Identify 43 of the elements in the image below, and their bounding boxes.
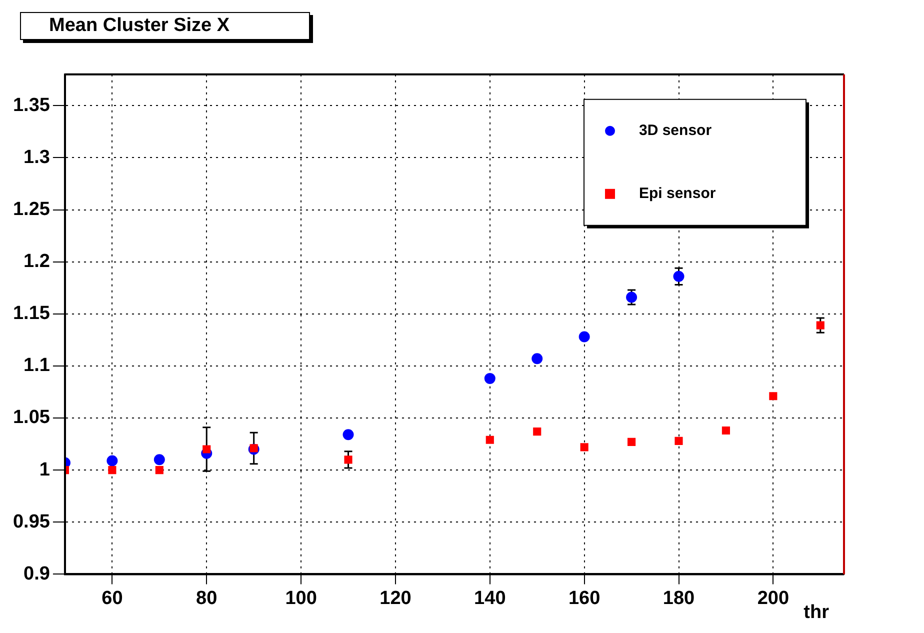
x-tick-label: 100: [285, 588, 317, 609]
y-tick-label: 1: [39, 459, 50, 480]
point: [532, 353, 543, 364]
point: [486, 436, 494, 444]
x-tick-label: 160: [568, 588, 600, 609]
y-tick-label: 1.35: [12, 94, 50, 116]
point: [769, 392, 778, 400]
x-axis-title: thr: [804, 602, 829, 624]
point: [155, 466, 164, 474]
point: [202, 445, 211, 454]
point: [344, 456, 352, 464]
y-tick-label: 1.2: [24, 251, 50, 272]
y-tick-label: 1.05: [12, 407, 50, 428]
point: [250, 444, 258, 452]
point: [578, 331, 590, 342]
x-tick-label: 180: [662, 588, 695, 609]
x-tick-label: 80: [196, 588, 218, 609]
x-tick-label: 60: [102, 588, 123, 609]
point: [108, 466, 116, 474]
chart-title: Mean Cluster Size X: [20, 12, 310, 40]
y-tick-label: 0.95: [12, 511, 50, 532]
x-tick-label: 200: [757, 588, 790, 609]
y-tick-label: 1.3: [24, 146, 50, 168]
point: [533, 428, 542, 436]
point: [342, 429, 354, 440]
point: [722, 426, 730, 435]
legend-label: 3D sensor: [639, 122, 712, 140]
point: [484, 372, 496, 384]
point: [816, 321, 824, 330]
y-tick-label: 0.9: [24, 563, 50, 584]
y-tick-label: 1.25: [12, 198, 50, 220]
point: [626, 292, 638, 303]
y-tick-label: 1.15: [12, 303, 50, 324]
x-tick-label: 120: [380, 588, 412, 609]
point: [674, 436, 683, 445]
point: [154, 454, 165, 466]
point: [106, 455, 118, 466]
point: [673, 270, 684, 282]
y-tick-label: 1.1: [24, 355, 50, 376]
legend-label: Epi sensor: [639, 185, 716, 202]
point: [580, 443, 588, 452]
x-tick-label: 140: [474, 588, 506, 609]
point: [628, 438, 636, 446]
